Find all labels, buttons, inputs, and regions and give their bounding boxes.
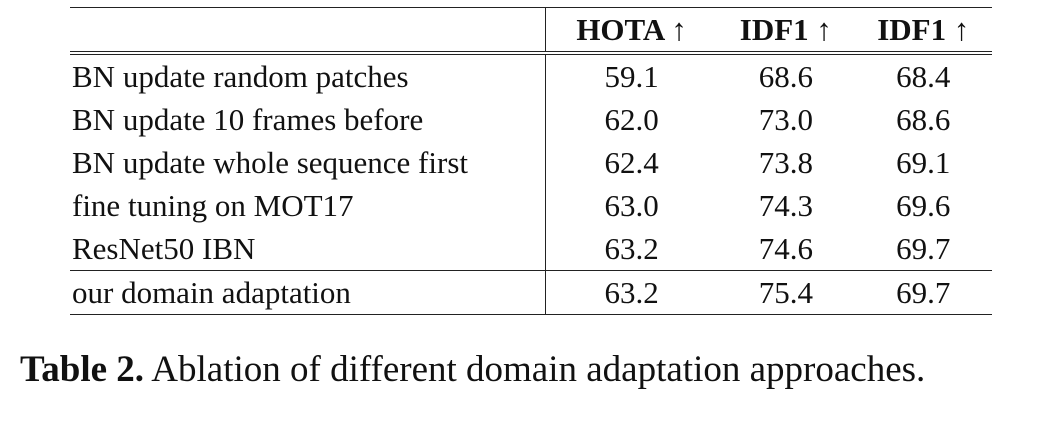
table-row: BN update whole sequence first 62.4 73.8… xyxy=(70,141,992,184)
table-header-row: HOTA ↑ IDF1 ↑ IDF1 ↑ xyxy=(70,7,992,53)
results-table-container: HOTA ↑ IDF1 ↑ IDF1 ↑ BN update random pa… xyxy=(70,7,992,315)
cell-idf1-b: 68.6 xyxy=(896,102,951,137)
cell-hota: 59.1 xyxy=(544,51,718,98)
ablation-table: HOTA ↑ IDF1 ↑ IDF1 ↑ BN update random pa… xyxy=(70,7,992,315)
cell-idf1-b: 69.6 xyxy=(896,188,951,223)
table-row-ours: our domain adaptation 63.2 75.4 69.7 xyxy=(70,270,992,315)
cell-idf1-a: 73.8 xyxy=(758,145,813,180)
header-blank-cell xyxy=(70,7,546,53)
cell-idf1-a: 74.6 xyxy=(758,231,813,266)
row-label: BN update 10 frames before xyxy=(72,102,424,137)
cell-hota: 63.2 xyxy=(544,227,718,271)
row-label: BN update whole sequence first xyxy=(72,145,468,180)
cell-idf1-b: 69.7 xyxy=(896,231,951,266)
table-caption: Table 2. Ablation of different domain ad… xyxy=(20,348,925,391)
cell-hota: 62.4 xyxy=(544,141,718,184)
cell-idf1-a: 73.0 xyxy=(758,102,813,137)
caption-text: Ablation of different domain adaptation … xyxy=(144,349,926,390)
row-label: ResNet50 IBN xyxy=(72,231,256,266)
header-idf1-a: IDF1 ↑ xyxy=(717,7,855,53)
cell-idf1-b: 68.4 xyxy=(854,51,992,98)
cell-hota: 63.0 xyxy=(544,184,718,227)
table-row: BN update random patches 59.1 68.6 68.4 xyxy=(70,51,992,98)
table-row: ResNet50 IBN 63.2 74.6 69.7 xyxy=(70,227,992,271)
header-idf1-b: IDF1 ↑ xyxy=(854,7,992,53)
cell-idf1-b: 69.1 xyxy=(896,145,951,180)
cell-hota: 62.0 xyxy=(544,98,718,141)
caption-label: Table 2. xyxy=(20,349,145,390)
row-label: fine tuning on MOT17 xyxy=(72,188,354,223)
row-label: BN update random patches xyxy=(70,51,546,98)
cell-idf1-a: 75.4 xyxy=(717,270,855,315)
row-label: our domain adaptation xyxy=(70,270,546,315)
cell-idf1-b: 69.7 xyxy=(854,270,992,315)
table-row: BN update 10 frames before 62.0 73.0 68.… xyxy=(70,98,992,141)
cell-idf1-a: 74.3 xyxy=(758,188,813,223)
cell-idf1-a: 68.6 xyxy=(717,51,855,98)
cell-hota: 63.2 xyxy=(544,270,718,315)
table-row: fine tuning on MOT17 63.0 74.3 69.6 xyxy=(70,184,992,227)
header-hota: HOTA ↑ xyxy=(544,7,718,53)
